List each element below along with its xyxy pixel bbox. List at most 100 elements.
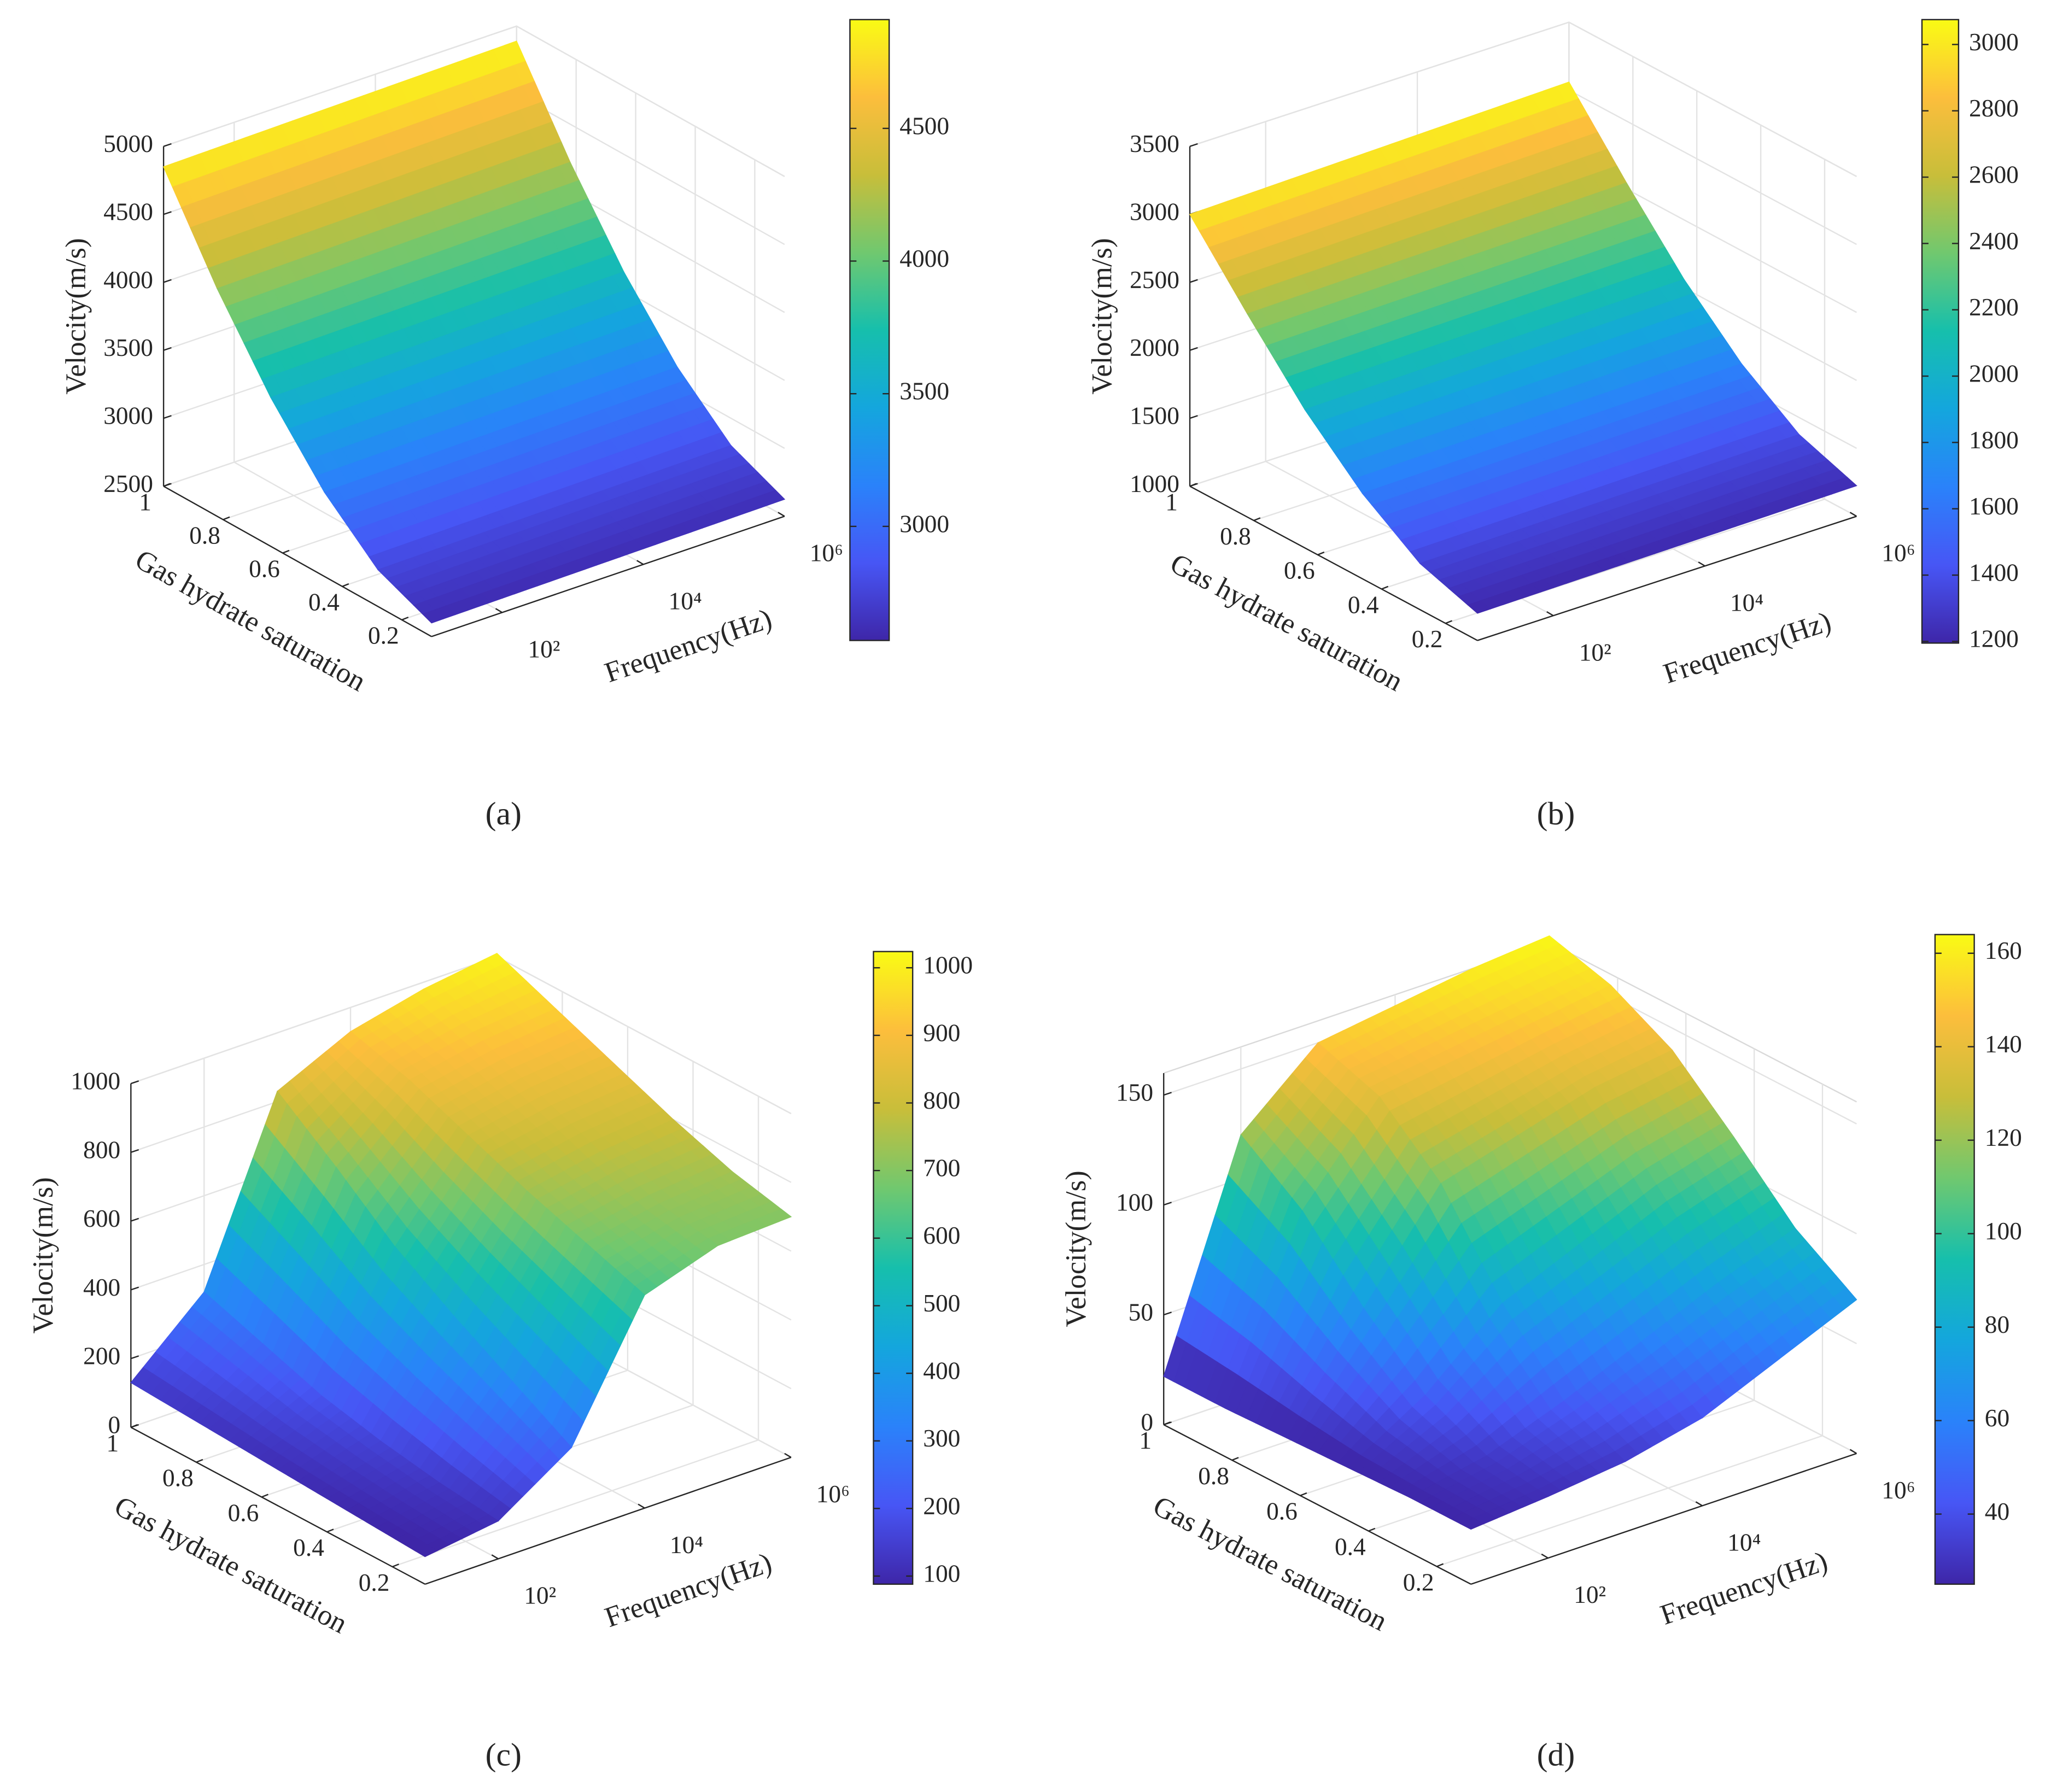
colorbar-tick-label: 600 (923, 1222, 960, 1249)
z-tick-label: 1000 (71, 1068, 120, 1095)
colorbar (873, 951, 914, 1585)
y-tick (1381, 585, 1389, 590)
panel: 1000 1500 2000 2500 3000 3500 0.2 0.4 0.6 0.8 1 10²… (1086, 19, 2019, 831)
y-tick (282, 549, 290, 554)
y-tick (1253, 517, 1261, 522)
x-tick-label: 10⁶ (1882, 1477, 1915, 1504)
y-tick-label: 0.8 (1220, 523, 1251, 550)
y-tick-label: 0.4 (1348, 591, 1379, 618)
x-axis (1477, 516, 1857, 641)
x-axis-title: Frequency(Hz) (1660, 606, 1835, 690)
z-tick-label: 200 (83, 1343, 120, 1370)
x-tick (784, 1453, 792, 1458)
y-tick-label: 0.2 (368, 622, 399, 649)
z-tick (1189, 347, 1198, 351)
x-tick-label: 10⁶ (816, 1480, 850, 1508)
colorbar-tick-label: 1800 (1969, 426, 2019, 454)
y-tick-label: 0.8 (162, 1465, 194, 1492)
z-tick (1163, 1092, 1172, 1096)
y-tick-label: 1 (139, 488, 151, 516)
colorbar-tick-label: 100 (1985, 1217, 2022, 1245)
z-tick-label: 800 (83, 1136, 120, 1163)
z-tick-label: 3000 (103, 402, 153, 430)
colorbar (1934, 934, 1975, 1585)
colorbar-tick-label: 800 (923, 1087, 960, 1114)
colorbar-tick-label: 3000 (1969, 28, 2019, 56)
x-tick (1546, 611, 1554, 617)
z-tick (130, 1217, 139, 1222)
colorbar-tick-label: 2200 (1969, 294, 2019, 321)
x-tick-label: 10⁶ (810, 540, 843, 567)
colorbar-tick-label: 2400 (1969, 227, 2019, 255)
colorbar-tick-label: 2800 (1969, 95, 2019, 122)
colorbar-tick-label: 300 (923, 1425, 960, 1452)
z-tick-label: 400 (83, 1274, 120, 1301)
x-tick-label: 10⁶ (1882, 540, 1915, 567)
x-axis-title: Frequency(Hz) (601, 602, 776, 689)
colorbar-tick-label: 200 (923, 1492, 960, 1520)
z-tick-label: 100 (1116, 1189, 1153, 1216)
y-tick-label: 0.6 (249, 555, 280, 583)
colorbar-tick-label: 1000 (923, 952, 973, 979)
z-tick-label: 2000 (1130, 334, 1179, 361)
x-tick-label: 10⁴ (1730, 589, 1763, 616)
y-tick-label: 0.4 (308, 589, 340, 616)
colorbar-tick-label: 1600 (1969, 493, 2019, 520)
z-tick (1189, 279, 1198, 283)
colorbar-tick-label: 500 (923, 1290, 960, 1317)
y-tick-label: 0.6 (1284, 557, 1315, 584)
z-axis-title: Velocity(m/s) (60, 238, 92, 394)
z-tick-label: 1000 (1130, 470, 1179, 497)
z-tick (130, 1149, 139, 1153)
y-tick (342, 583, 349, 587)
colorbar-tick-label: 700 (923, 1155, 960, 1182)
colorbar-tick-label: 100 (923, 1560, 960, 1587)
colorbar-tick-label: 80 (1985, 1311, 2009, 1338)
z-tick-label: 3000 (1130, 198, 1179, 226)
y-tick-label: 0.4 (1335, 1533, 1366, 1561)
z-tick-label: 4000 (103, 266, 153, 294)
z-axis-title: Velocity(m/s) (1086, 238, 1118, 394)
y-tick (1189, 483, 1197, 487)
y-tick-label: 0.8 (1198, 1462, 1229, 1490)
z-tick (163, 347, 172, 351)
z-tick (1189, 143, 1198, 147)
z-tick-label: 2500 (1130, 266, 1179, 294)
x-tick (1541, 1553, 1549, 1559)
colorbar-tick-label: 1200 (1969, 625, 2019, 653)
colorbar (1921, 19, 1960, 644)
panel: 2500 3000 3500 4000 4500 5000 0.2 0.4 0.6 0.8 1 10²… (60, 19, 949, 831)
x-tick (1695, 1501, 1703, 1507)
x-tick (495, 608, 503, 613)
colorbar-tick-label: 1400 (1969, 559, 2019, 586)
colorbar (849, 19, 890, 641)
colorbar-tick-label: 140 (1985, 1030, 2022, 1058)
z-tick (130, 1355, 139, 1360)
x-tick-label: 10² (524, 1582, 556, 1609)
z-tick-label: 3500 (103, 334, 153, 361)
y-tick-label: 1 (1139, 1427, 1152, 1454)
colorbar-tick-label: 3500 (899, 378, 949, 405)
z-tick (1189, 415, 1198, 419)
y-axis (1189, 485, 1478, 641)
x-tick-label: 10² (1579, 639, 1611, 666)
colorbar-tick-label: 4500 (899, 112, 949, 139)
panel-label: (a) (486, 795, 522, 831)
surface-patch (422, 609, 445, 624)
x-tick (1849, 512, 1857, 517)
x-tick (491, 1554, 499, 1560)
x-tick (636, 560, 644, 565)
colorbar-tick-label: 2600 (1969, 161, 2019, 188)
x-tick-label: 10⁴ (669, 588, 702, 615)
colorbar-tick-label: 120 (1985, 1124, 2022, 1151)
colorbar-tick-label: 2000 (1969, 360, 2019, 387)
y-tick-label: 1 (107, 1430, 119, 1457)
panel-label: (b) (1537, 795, 1575, 831)
colorbar-tick-label: 400 (923, 1357, 960, 1385)
colorbar-tick-label: 4000 (899, 245, 949, 272)
z-tick-label: 150 (1116, 1079, 1153, 1106)
y-axis (163, 485, 432, 637)
z-tick-label: 1500 (1130, 402, 1179, 430)
panel: 0501001500.20.40.60.8110²10⁴10⁶Velocity(… (1060, 934, 2022, 1773)
